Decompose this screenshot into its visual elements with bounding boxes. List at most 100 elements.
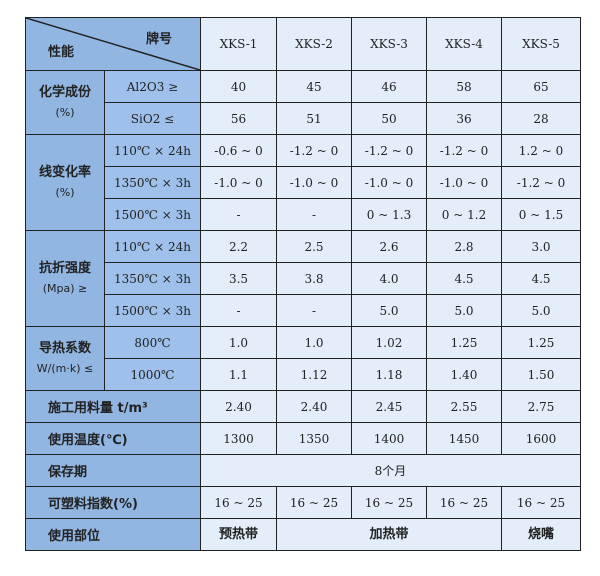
table-row: 线变化率 (%) 110℃ × 24h -0.6 ~ 0 -1.2 ~ 0 -1.2 ~ … [25, 134, 581, 231]
cell-value: 5.0 [501, 294, 581, 327]
cell-value: 0 ~ 1.3 [351, 198, 427, 231]
cell-value: 2.6 [351, 230, 427, 263]
cell-value: 1.02 [351, 326, 427, 359]
cell-value: 1350 [276, 422, 352, 455]
table-row: 化学成份 (%) Al2O3 ≥40 45 46 58 65 [25, 70, 581, 135]
cell-value: 2.55 [426, 390, 502, 423]
cell-value: 58 [426, 70, 502, 103]
usage-burner: 烧嘴 [501, 518, 581, 551]
cell-value: 2.5 [276, 230, 352, 263]
cell-value: 1.12 [276, 358, 352, 391]
cell-value: 1300 [200, 422, 277, 455]
group-thermal: 导热系数 W/(m·k) ≤ [25, 326, 105, 391]
plasticity-row: 可塑料指数(%) 16 ~ 25 16 ~ 25 16 ~ 25 16 ~ 25 16 ~… [25, 486, 581, 519]
cell-value: 2.40 [200, 390, 277, 423]
cell-value: 51 [276, 102, 352, 135]
group-flex: 抗折强度 (Mpa) ≥ [25, 230, 105, 327]
cell-value: 3.8 [276, 262, 352, 295]
row-label: 施工用料量 t/m³ [25, 390, 201, 423]
cell-value: 46 [351, 70, 427, 103]
grade-header: 牌号 [145, 32, 172, 47]
row-label: 800℃ [104, 326, 201, 359]
cell-value: 0 ~ 1.2 [426, 198, 502, 231]
table-row: 1500℃ × 3h - -0 ~ 1.3 0 ~ 1.2 0 ~ 1.5 [26, 198, 581, 231]
table-row: 使用温度(℃) 1300 1350 1400 1450 1600 [25, 422, 581, 455]
cell-value: 36 [426, 102, 502, 135]
group-unit: (Mpa) ≥ [42, 281, 88, 295]
cell-value: 2.2 [200, 230, 277, 263]
cell-value: -1.2 ~ 0 [351, 134, 427, 167]
header-corner: 牌号 性能 [25, 17, 201, 71]
cell-value: -1.2 ~ 0 [426, 134, 502, 167]
cell-value: -1.0 ~ 0 [276, 166, 352, 199]
table-row: 1000℃ 1.1 1.12 1.18 1.40 1.50 [26, 358, 581, 391]
grade-xks-2: XKS-2 [276, 17, 352, 71]
cell-value: 16 ~ 25 [426, 486, 502, 519]
group-unit: (%) [55, 185, 75, 199]
cell-value: 1600 [501, 422, 581, 455]
cell-value: 50 [351, 102, 427, 135]
group-linear: 线变化率 (%) [25, 134, 105, 231]
cell-value: 1.25 [426, 326, 502, 359]
group-label: 线变化率 [38, 164, 91, 180]
cell-value: 2.75 [501, 390, 581, 423]
table-row: SiO2 ≤56 51 50 36 28 [26, 102, 581, 135]
group-label: 导热系数 [38, 340, 91, 356]
table-row: 施工用料量 t/m³ 2.40 2.40 2.45 2.55 2.75 [25, 390, 581, 423]
cell-value: 28 [501, 102, 581, 135]
cell-value: 4.5 [426, 262, 502, 295]
cell-value: 1.25 [501, 326, 581, 359]
cell-value: 1.18 [351, 358, 427, 391]
group-unit: (%) [55, 105, 75, 119]
row-label: 1500℃ × 3h [104, 198, 201, 231]
grade-xks-5: XKS-5 [501, 17, 581, 71]
group-label: 抗折强度 [38, 260, 91, 276]
cell-value: -0.6 ~ 0 [200, 134, 277, 167]
grade-xks-3: XKS-3 [351, 17, 427, 71]
cell-value: 4.5 [501, 262, 581, 295]
cell-value: 40 [200, 70, 277, 103]
cell-value: -1.2 ~ 0 [276, 134, 352, 167]
cell-value: 1.0 [276, 326, 352, 359]
grade-xks-1: XKS-1 [200, 17, 277, 71]
cell-value: 2.40 [276, 390, 352, 423]
cell-value: 4.0 [351, 262, 427, 295]
row-label: Al2O3 ≥ [104, 70, 201, 103]
table-row: 1500℃ × 3h - -5.0 5.0 5.0 [26, 294, 581, 327]
group-chem: 化学成份 (%) [25, 70, 105, 135]
cell-value: - [200, 294, 277, 327]
cell-value: 1.50 [501, 358, 581, 391]
property-header: 性能 [48, 45, 75, 60]
cell-value: 1.2 ~ 0 [501, 134, 581, 167]
cell-value: - [200, 198, 277, 231]
cell-value: 5.0 [426, 294, 502, 327]
cell-value: 1.40 [426, 358, 502, 391]
row-label: 1000℃ [104, 358, 201, 391]
row-label: 1350℃ × 3h [104, 262, 201, 295]
table-row: 导热系数 W/(m·k) ≤800℃ 1.0 1.0 1.02 1.25 1.25 [25, 326, 581, 391]
group-unit: W/(m·k) ≤ [36, 361, 94, 375]
cell-value: 0 ~ 1.5 [501, 198, 581, 231]
row-label: 1500℃ × 3h [104, 294, 201, 327]
shelf-life-row: 保存期 8个月 [25, 454, 581, 487]
cell-value: 3.5 [200, 262, 277, 295]
cell-value: 16 ~ 25 [200, 486, 277, 519]
cell-value: -1.0 ~ 0 [351, 166, 427, 199]
grade-xks-4: XKS-4 [426, 17, 502, 71]
row-label: SiO2 ≤ [104, 102, 201, 135]
table-row: 1350℃ × 3h -1.0 ~ 0 -1.0 ~ 0 -1.0 ~ 0 -1.0 ~… [26, 166, 581, 199]
properties-table: 牌号 性能 XKS-1 XKS-2 XKS-3 XKS-4 XKS-5 化学成份… [25, 17, 581, 551]
cell-value: 1400 [351, 422, 427, 455]
cell-value: - [276, 294, 352, 327]
cell-value: 1.1 [200, 358, 277, 391]
row-label: 110℃ × 24h [104, 230, 201, 263]
row-label: 保存期 [25, 454, 201, 487]
cell-value: 5.0 [351, 294, 427, 327]
cell-value: -1.0 ~ 0 [426, 166, 502, 199]
cell-value: 1.0 [200, 326, 277, 359]
cell-value: 16 ~ 25 [351, 486, 427, 519]
cell-value: -1.0 ~ 0 [200, 166, 277, 199]
cell-value: 16 ~ 25 [276, 486, 352, 519]
row-label: 可塑料指数(%) [25, 486, 201, 519]
row-label: 1350℃ × 3h [104, 166, 201, 199]
